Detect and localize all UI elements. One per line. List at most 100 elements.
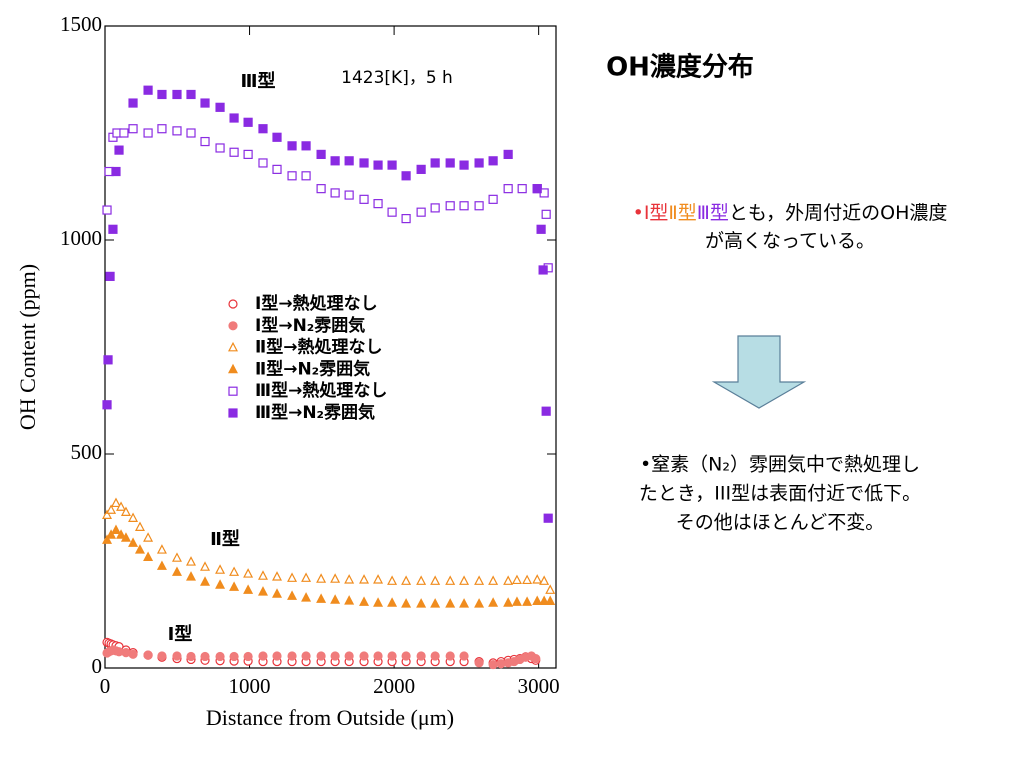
point: [359, 158, 369, 168]
point: [344, 190, 354, 200]
point: [105, 271, 115, 281]
note2-line: その他はほとんど不変。: [676, 512, 884, 534]
point: [229, 147, 239, 157]
point: [316, 651, 326, 661]
point: [301, 592, 312, 602]
point: [459, 575, 470, 585]
point: [156, 560, 167, 570]
point: [200, 651, 210, 662]
point: [243, 149, 253, 159]
point: [120, 506, 131, 517]
point: [116, 501, 127, 511]
point: [215, 143, 225, 153]
point: [373, 574, 384, 584]
point: [416, 164, 426, 174]
point: [157, 124, 167, 134]
point: [258, 158, 268, 168]
point: [474, 658, 484, 668]
point: [229, 581, 240, 591]
x-tick-label: 0: [100, 674, 111, 698]
down-arrow: [711, 335, 807, 409]
point: [128, 124, 138, 134]
point: [258, 124, 268, 134]
point: [215, 579, 226, 589]
point: [134, 521, 145, 531]
point: [120, 532, 131, 542]
point: [387, 207, 397, 217]
legend-label: Ⅲ型→熱処理なし: [255, 380, 387, 401]
point: [102, 509, 113, 520]
point: [543, 513, 553, 523]
note1-segment: とも，外周付近のOH濃度: [729, 202, 947, 224]
note1-segment: Ⅱ型: [668, 202, 696, 224]
point: [503, 575, 514, 585]
point: [103, 355, 113, 365]
x-tick-label: 3000: [518, 674, 560, 698]
point: [538, 265, 548, 275]
point: [532, 574, 543, 584]
point: [330, 156, 340, 166]
point: [517, 184, 527, 194]
point: [215, 651, 225, 662]
legend-marker: [228, 299, 238, 309]
point: [287, 590, 298, 600]
legend-label: Ⅱ型→N₂雰囲気: [255, 358, 370, 379]
point: [445, 575, 456, 585]
point: [430, 651, 440, 661]
point: [488, 575, 499, 585]
point: [186, 651, 196, 662]
point: [128, 512, 139, 523]
point: [108, 224, 118, 234]
point: [128, 537, 139, 547]
point: [102, 400, 112, 410]
note1-segment: •Ⅰ型: [633, 202, 669, 224]
point: [215, 102, 225, 112]
point: [119, 128, 129, 138]
point: [243, 651, 253, 662]
point: [387, 160, 397, 170]
point: [143, 551, 154, 561]
point: [474, 201, 484, 211]
point: [401, 651, 411, 661]
point: [503, 597, 514, 607]
point: [539, 595, 550, 606]
point: [157, 89, 167, 100]
point: [359, 574, 370, 584]
point: [172, 126, 182, 136]
point: [430, 203, 440, 213]
point: [330, 651, 340, 661]
point: [541, 209, 551, 219]
point: [416, 575, 427, 585]
point: [430, 575, 441, 585]
point: [128, 98, 138, 108]
y-tick-label: 500: [71, 440, 103, 464]
x-tick-label: 1000: [229, 674, 271, 698]
point: [532, 184, 542, 194]
point: [401, 214, 411, 224]
point: [344, 595, 355, 605]
annotation: 1423[K]，5 h: [341, 68, 453, 88]
slide-title: OH濃度分布: [606, 52, 754, 83]
point: [503, 149, 513, 159]
note2-line: •窒素（N₂）雰囲気中で熱処理し: [640, 454, 920, 476]
point: [503, 184, 513, 194]
point: [344, 574, 355, 584]
note1-line: が高くなっている。: [705, 230, 875, 252]
x-tick-label: 2000: [373, 674, 415, 698]
point: [445, 201, 455, 211]
point: [373, 199, 383, 209]
point: [459, 160, 469, 170]
point: [416, 598, 427, 608]
point: [416, 207, 426, 217]
y-tick-label: 0: [92, 654, 103, 678]
point: [143, 85, 153, 95]
point: [143, 532, 154, 542]
point: [488, 194, 498, 204]
point: [301, 651, 311, 661]
point: [416, 651, 426, 661]
point: [430, 598, 441, 608]
note1-line: •Ⅰ型Ⅱ型Ⅲ型とも，外周付近のOH濃度: [633, 202, 948, 224]
point: [488, 597, 499, 607]
point: [330, 594, 341, 604]
